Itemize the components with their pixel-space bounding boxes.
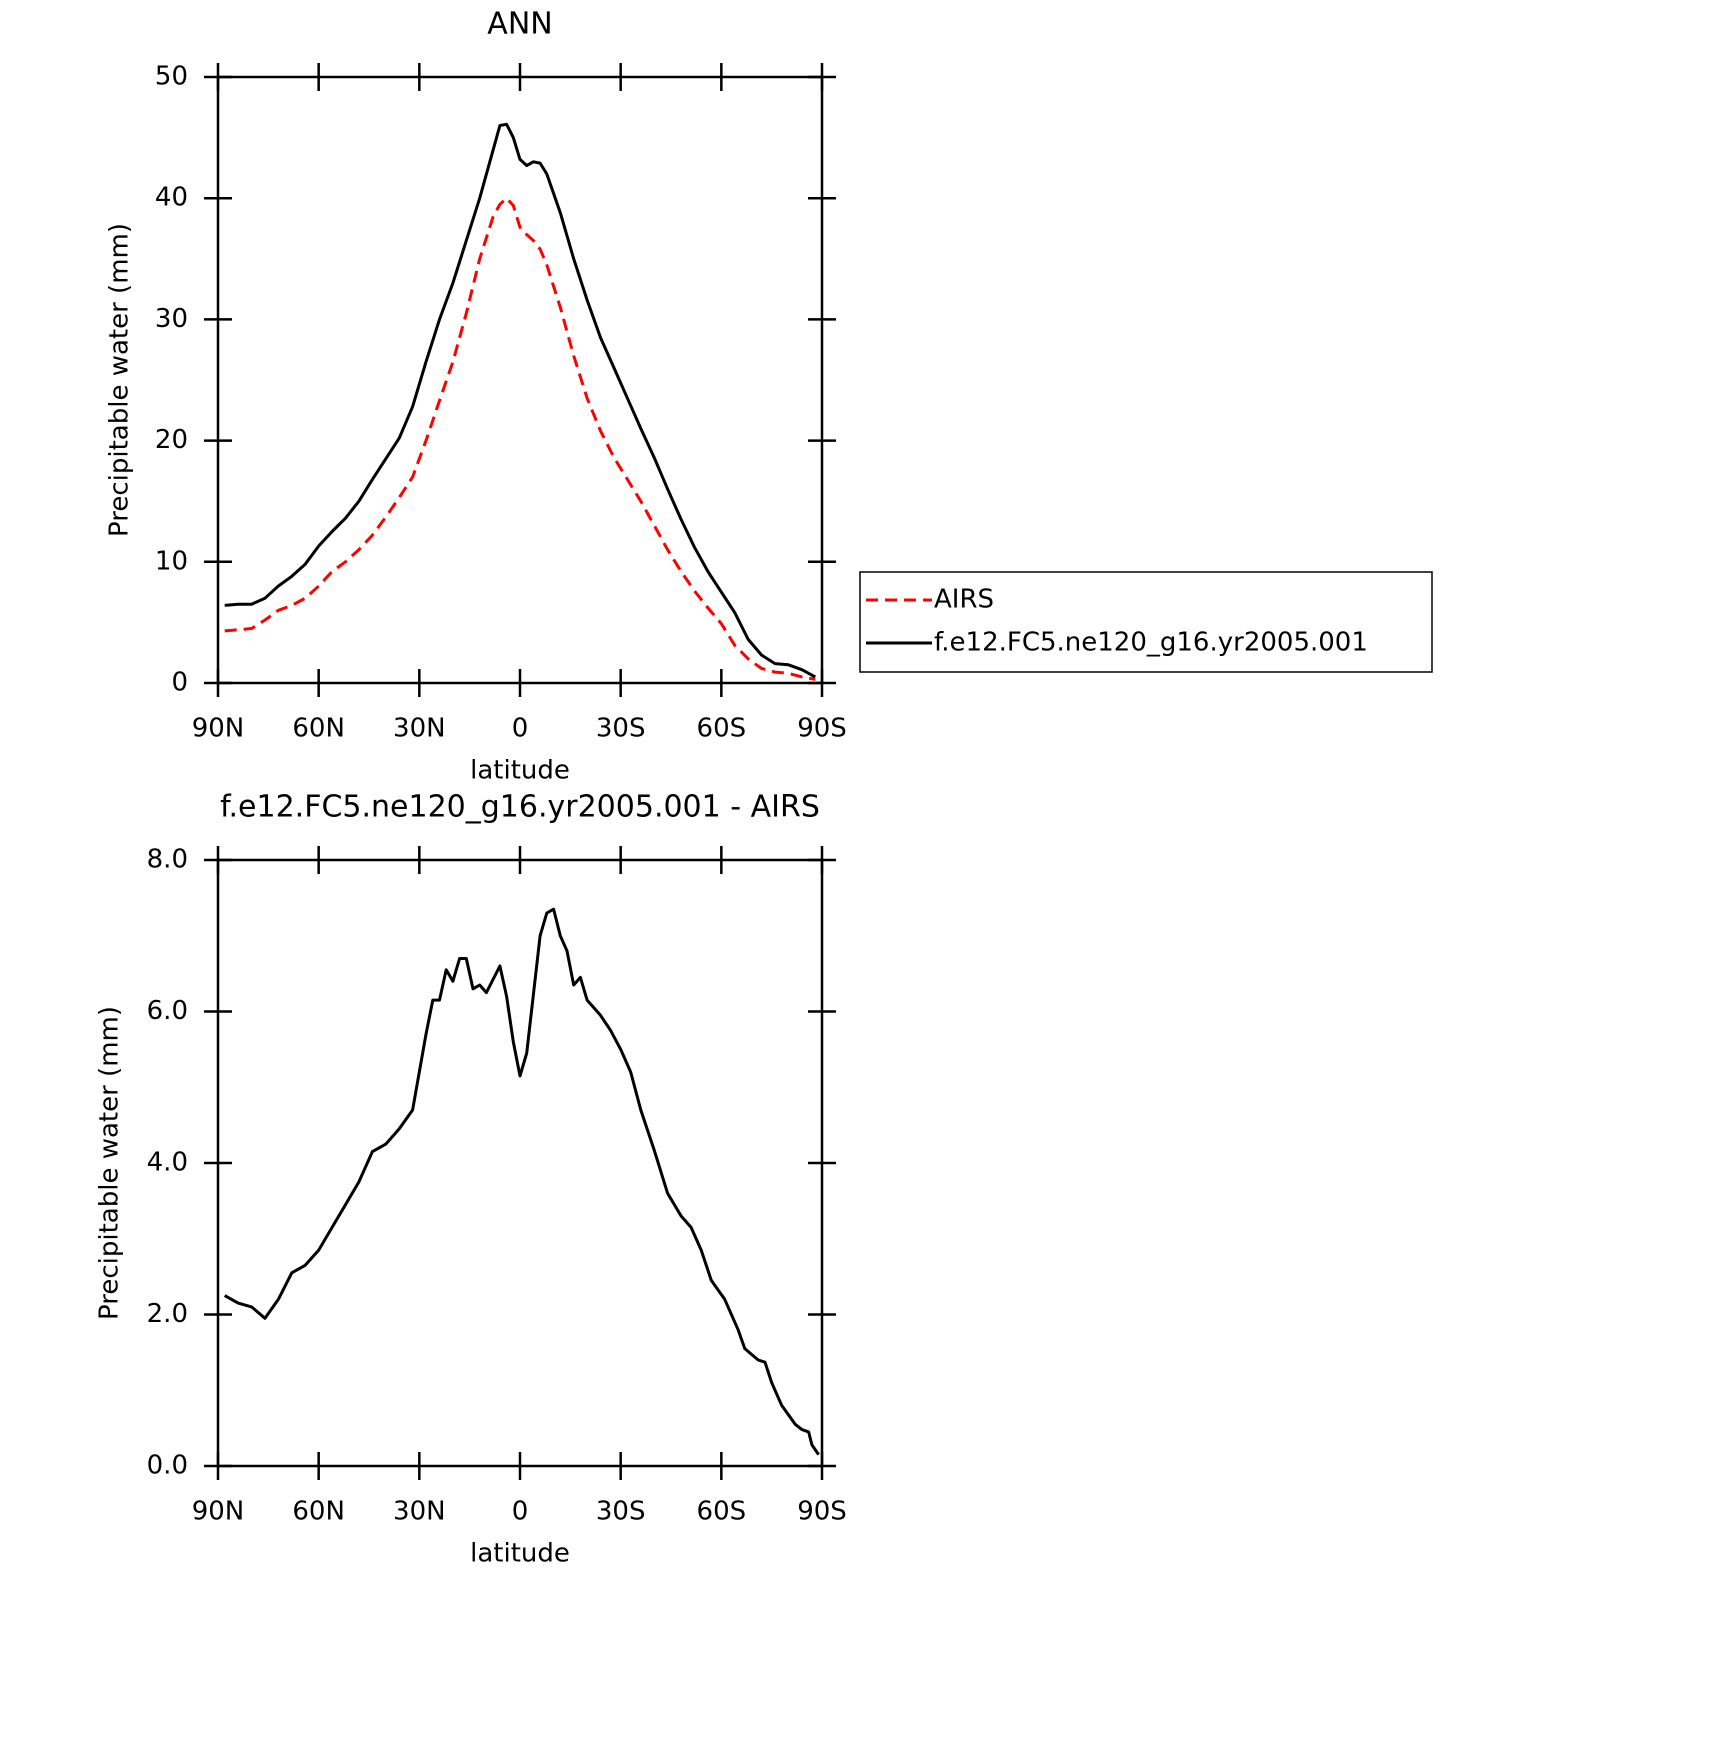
x-tick-label: 60N: [292, 714, 345, 744]
data-line: [224, 122, 817, 679]
x-tick-label: 60S: [697, 714, 747, 744]
y-tick-label: 30: [155, 304, 188, 334]
y-tick-label: 50: [155, 62, 188, 92]
chart-title: f.e12.FC5.ne120_g16.yr2005.001 - AIRS: [220, 790, 820, 825]
legend-label: f.e12.FC5.ne120_g16.yr2005.001: [934, 628, 1368, 658]
y-axis-label: Precipitable water (mm): [105, 223, 135, 537]
y-tick-label: 2.0: [147, 1299, 188, 1329]
y-tick-label: 40: [155, 183, 188, 213]
x-tick-label: 60S: [697, 1497, 747, 1527]
x-tick-label: 30N: [393, 1497, 446, 1527]
plot-frame: [216, 75, 824, 685]
x-axis-label: latitude: [470, 1539, 570, 1569]
legend-box: [859, 571, 1433, 673]
x-tick-label: 90S: [797, 714, 847, 744]
x-tick-label: 90N: [192, 1497, 245, 1527]
y-tick-label: 0: [171, 668, 188, 698]
x-axis-label: latitude: [470, 756, 570, 786]
chart-title: ANN: [487, 7, 552, 42]
y-tick-label: 0.0: [147, 1451, 188, 1481]
x-tick-label: 30S: [596, 1497, 646, 1527]
x-tick-label: 60N: [292, 1497, 345, 1527]
x-tick-label: 90S: [797, 1497, 847, 1527]
legend-label: AIRS: [934, 585, 994, 615]
y-tick-label: 10: [155, 546, 188, 576]
x-tick-label: 30S: [596, 714, 646, 744]
y-axis-label: Precipitable water (mm): [95, 1006, 125, 1320]
y-tick-label: 8.0: [147, 845, 188, 875]
x-tick-label: 0: [512, 714, 529, 744]
x-tick-label: 0: [512, 1497, 529, 1527]
x-tick-label: 90N: [192, 714, 245, 744]
data-line: [223, 907, 820, 1456]
y-tick-label: 4.0: [147, 1148, 188, 1178]
plot-frame: [216, 858, 824, 1468]
y-tick-label: 6.0: [147, 996, 188, 1026]
y-tick-label: 20: [155, 425, 188, 455]
x-tick-label: 30N: [393, 714, 446, 744]
data-line: [224, 196, 816, 681]
